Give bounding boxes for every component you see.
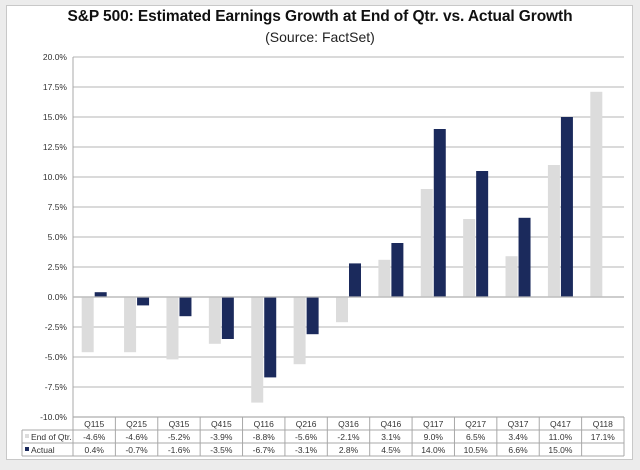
bar-end-of-qtr [378, 259, 391, 297]
data-table-cell: -6.7% [253, 445, 276, 455]
y-tick-label: 12.5% [43, 142, 68, 152]
bar-end-of-qtr [293, 297, 306, 365]
bar-end-of-qtr [81, 297, 94, 353]
bar-actual [349, 263, 361, 297]
bar-actual [179, 297, 192, 317]
data-table-cell: -4.6% [125, 432, 148, 442]
x-tick-label: Q118 [593, 419, 613, 429]
x-tick-label: Q417 [550, 419, 571, 429]
bar-end-of-qtr [547, 165, 560, 297]
data-table-cell: 0.4% [85, 445, 105, 455]
legend-label: End of Qtr. [31, 432, 72, 442]
data-table-cell: 6.6% [508, 445, 528, 455]
legend-key-end-of-qtr [25, 434, 29, 438]
bar-end-of-qtr [505, 256, 518, 297]
bar-actual [518, 217, 531, 297]
data-table-cell: 3.4% [508, 432, 528, 442]
bar-end-of-qtr [124, 297, 137, 353]
x-tick-label: Q117 [423, 419, 443, 429]
data-table-cell: 10.5% [464, 445, 489, 455]
data-table-cell: 15.0% [548, 445, 573, 455]
y-tick-label: -10.0% [40, 412, 67, 422]
bar-end-of-qtr [336, 297, 348, 323]
data-table-cell: 2.8% [339, 445, 359, 455]
data-table-cell: -4.6% [83, 432, 106, 442]
y-tick-label: 2.5% [48, 262, 68, 272]
y-tick-label: 5.0% [48, 232, 68, 242]
data-table-cell: -2.1% [337, 432, 360, 442]
data-table-cell: -8.8% [253, 432, 276, 442]
bar-actual [433, 129, 446, 297]
x-tick-label: Q216 [296, 419, 317, 429]
bar-end-of-qtr [251, 297, 264, 403]
x-tick-label: Q315 [169, 419, 190, 429]
legend-key-actual [25, 447, 29, 451]
y-tick-label: 7.5% [48, 202, 68, 212]
bar-end-of-qtr [208, 297, 221, 344]
x-tick-label: Q416 [380, 419, 401, 429]
data-table-cell: -3.5% [210, 445, 233, 455]
data-table-cell: 14.0% [421, 445, 446, 455]
x-tick-label: Q415 [211, 419, 232, 429]
bar-end-of-qtr [590, 91, 603, 297]
bar-end-of-qtr [166, 297, 179, 360]
bar-actual [94, 292, 107, 297]
x-tick-label: Q316 [338, 419, 359, 429]
x-tick-label: Q115 [84, 419, 104, 429]
y-tick-label: -7.5% [45, 382, 68, 392]
data-table-cell: -5.2% [168, 432, 191, 442]
y-tick-label: 17.5% [43, 82, 68, 92]
chart-subtitle: (Source: FactSet) [265, 29, 375, 45]
data-table-cell: -0.7% [125, 445, 148, 455]
data-table-cell: -3.9% [210, 432, 233, 442]
y-tick-label: -2.5% [45, 322, 68, 332]
bar-actual [391, 243, 404, 297]
bar-actual [476, 171, 489, 297]
bar-actual [264, 297, 277, 378]
bar-end-of-qtr [463, 219, 476, 297]
legend-label: Actual [31, 445, 55, 455]
data-table-cell: 4.5% [381, 445, 401, 455]
y-tick-label: 10.0% [43, 172, 68, 182]
data-table-cell: 9.0% [424, 432, 444, 442]
bar-end-of-qtr [420, 189, 433, 297]
data-table-cell: -5.6% [295, 432, 318, 442]
bar-actual [560, 117, 573, 297]
y-tick-label: 0.0% [48, 292, 68, 302]
y-tick-label: -5.0% [45, 352, 68, 362]
bar-actual [221, 297, 234, 339]
x-tick-label: Q215 [126, 419, 147, 429]
chart-title: S&P 500: Estimated Earnings Growth at En… [67, 8, 573, 25]
y-tick-label: 20.0% [43, 52, 68, 62]
x-tick-label: Q116 [254, 419, 274, 429]
x-tick-label: Q217 [465, 419, 486, 429]
data-table-cell: -1.6% [168, 445, 191, 455]
data-table-cell: 11.0% [549, 432, 573, 442]
bar-actual [137, 297, 150, 306]
data-table-cell: -3.1% [295, 445, 318, 455]
y-tick-label: 15.0% [43, 112, 68, 122]
x-tick-label: Q317 [508, 419, 529, 429]
data-table-cell: 3.1% [381, 432, 401, 442]
data-table-cell: 17.1% [591, 432, 616, 442]
data-table-cell: 6.5% [466, 432, 486, 442]
bar-actual [306, 297, 319, 335]
